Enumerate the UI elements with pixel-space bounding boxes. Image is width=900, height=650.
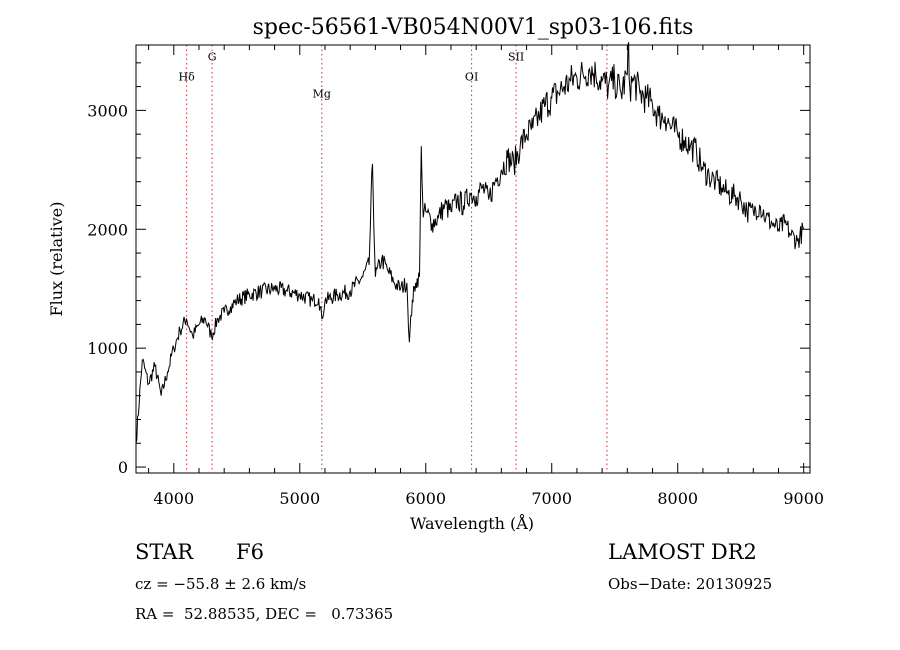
- plot-frame: [135, 44, 811, 474]
- coordinates-text: RA = 52.88535, DEC = 0.73365: [135, 605, 394, 623]
- chart-title: spec-56561-VB054N00V1_sp03-106.fits: [253, 15, 694, 40]
- y-axis-label: Flux (relative): [47, 202, 66, 317]
- y-tick-label: 3000: [87, 101, 128, 120]
- x-tick-label: 6000: [405, 489, 446, 508]
- object-class: STAR: [135, 540, 194, 564]
- x-tick-label: 5000: [279, 489, 320, 508]
- x-tick-label: 4000: [153, 489, 194, 508]
- x-tick-label: 8000: [657, 489, 698, 508]
- x-axis-label: Wavelength (Å): [410, 513, 534, 533]
- redshift-text: cz = −55.8 ± 2.6 km/s: [135, 575, 307, 593]
- spectral-line-label: Hδ: [179, 71, 196, 84]
- spectral-line-markers: Hδ G Mg OI SII: [179, 45, 608, 473]
- survey-name: LAMOST DR2: [608, 540, 757, 564]
- spectral-line-label: SII: [508, 50, 524, 63]
- y-tick-label: 2000: [87, 220, 128, 239]
- object-subclass: F6: [236, 540, 264, 564]
- obs-date-text: Obs−Date: 20130925: [608, 575, 773, 593]
- y-tick-label: 1000: [87, 339, 128, 358]
- x-tick-label: 9000: [783, 489, 824, 508]
- spectral-line-label: G: [208, 50, 217, 63]
- spectrum-line: [135, 42, 805, 444]
- spectral-line-label: Mg: [313, 87, 331, 100]
- y-tick-label: 0: [118, 458, 128, 477]
- axis-ticks: 4000 5000 6000 7000 8000 9000 0 1000 2000 3000: [87, 45, 824, 508]
- x-tick-label: 7000: [531, 489, 572, 508]
- spectral-line-label: OI: [465, 71, 478, 84]
